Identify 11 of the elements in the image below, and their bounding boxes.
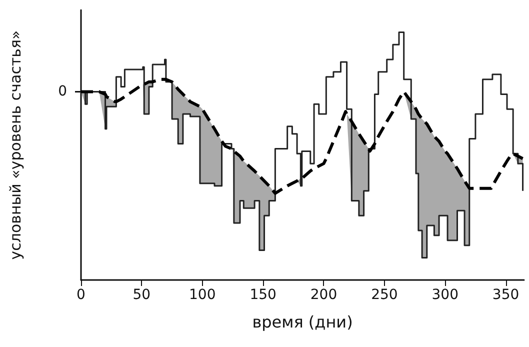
x-tick-label: 300 [432, 287, 458, 303]
x-tick-label: 250 [371, 287, 398, 303]
x-axis-title: время (дни) [252, 312, 353, 332]
x-tick-label: 350 [492, 287, 520, 303]
text: 0 [58, 84, 67, 100]
x-tick-label: 0 [76, 287, 86, 303]
x-tick-label: 150 [250, 287, 276, 303]
x-tick-label: 100 [189, 287, 216, 303]
y-axis-title: условный «уровень счастья» [6, 30, 24, 260]
x-tick-label: 50 [132, 287, 151, 303]
x-tick-label: 200 [310, 287, 338, 303]
